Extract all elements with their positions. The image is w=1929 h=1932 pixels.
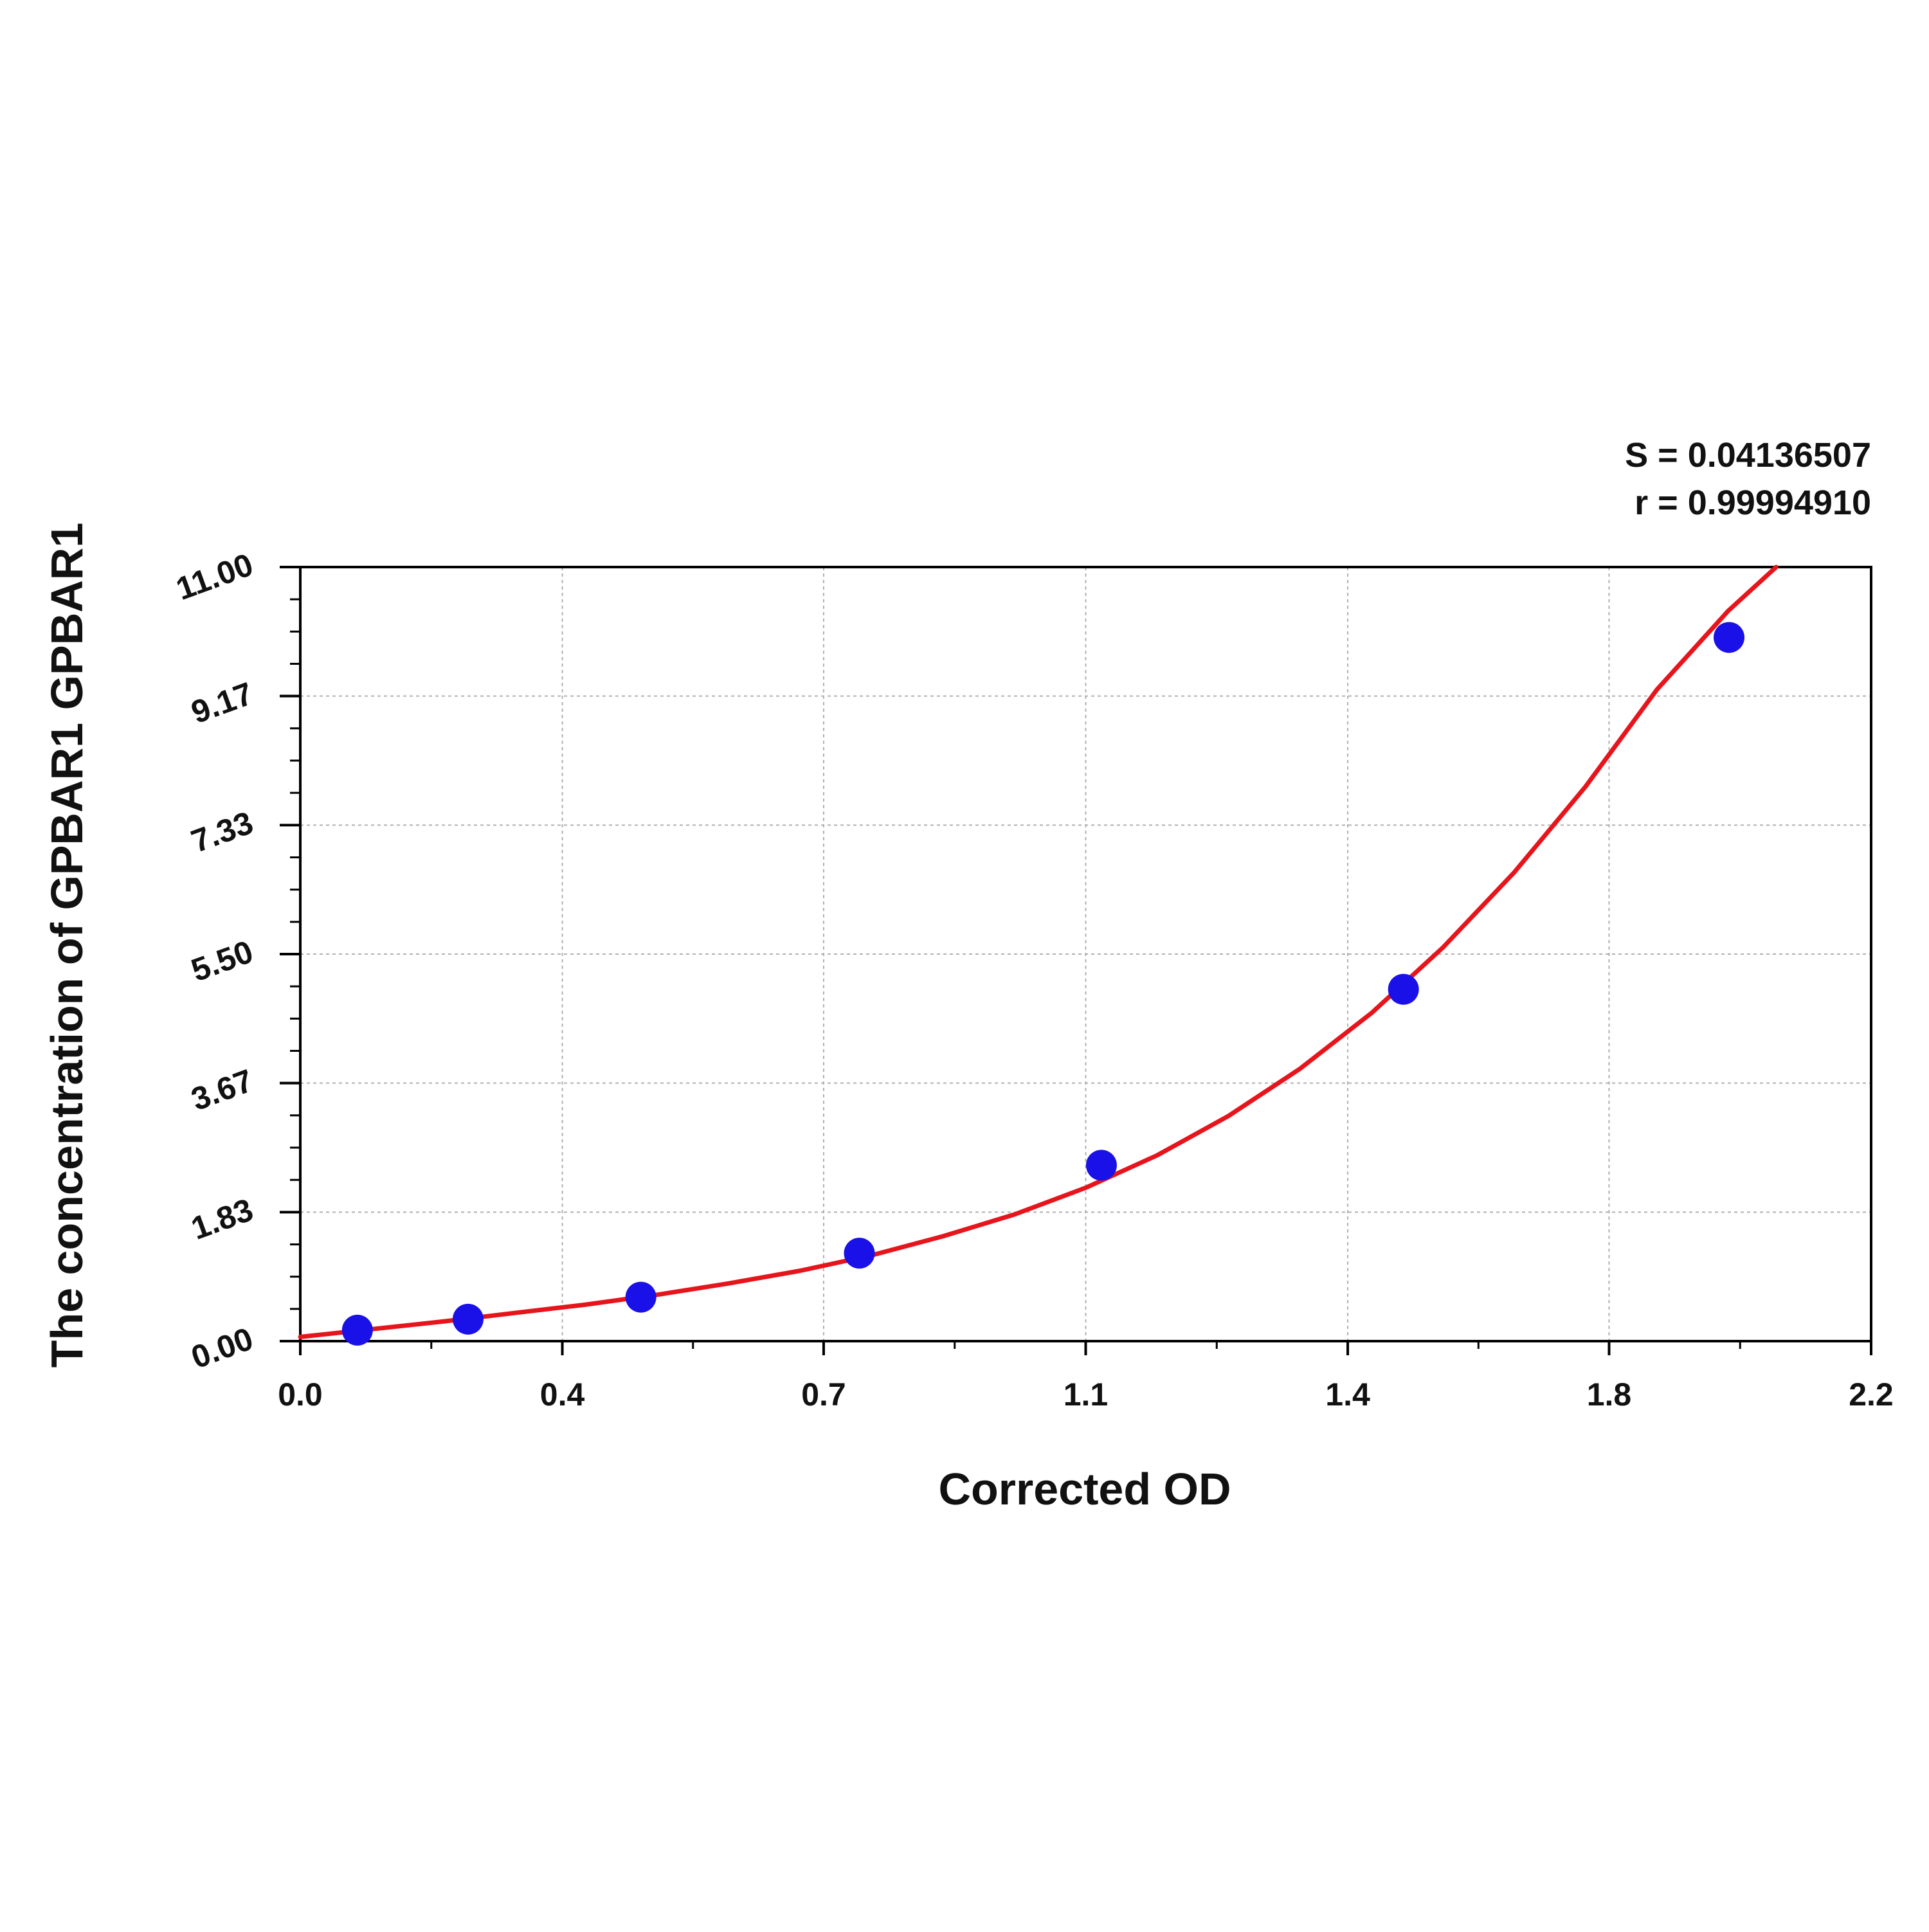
gridlines xyxy=(300,567,1871,1341)
y-axis-title: The concentration of GPBAR1 GPBAR1 xyxy=(42,523,92,1368)
x-tick-label: 1.8 xyxy=(1587,1377,1632,1413)
x-tick-label: 0.4 xyxy=(540,1377,585,1413)
data-point xyxy=(1388,973,1419,1005)
data-point xyxy=(341,1314,373,1346)
data-point xyxy=(625,1281,657,1313)
r-value-annotation: r = 0.99994910 xyxy=(1635,483,1871,522)
minor-ticks xyxy=(290,598,1741,1349)
x-tick-label: 0.0 xyxy=(278,1377,323,1413)
data-point xyxy=(1085,1150,1117,1181)
s-value-annotation: S = 0.04136507 xyxy=(1625,436,1871,474)
plot-frame xyxy=(299,566,1872,1342)
data-point xyxy=(452,1303,484,1335)
x-axis-title: Corrected OD xyxy=(938,1464,1231,1514)
data-point xyxy=(844,1238,875,1269)
x-tick-label: 2.2 xyxy=(1849,1377,1894,1413)
major-ticks xyxy=(280,566,1872,1355)
x-tick-labels: 0.0 0.4 0.7 1.1 1.4 1.8 2.2 xyxy=(278,1377,1894,1413)
x-tick-label: 1.1 xyxy=(1064,1377,1109,1413)
data-point xyxy=(1714,622,1745,653)
x-tick-label: 1.4 xyxy=(1325,1377,1370,1413)
fit-curve xyxy=(298,564,1779,1339)
x-tick-label: 0.7 xyxy=(801,1377,846,1413)
data-points xyxy=(341,622,1745,1346)
